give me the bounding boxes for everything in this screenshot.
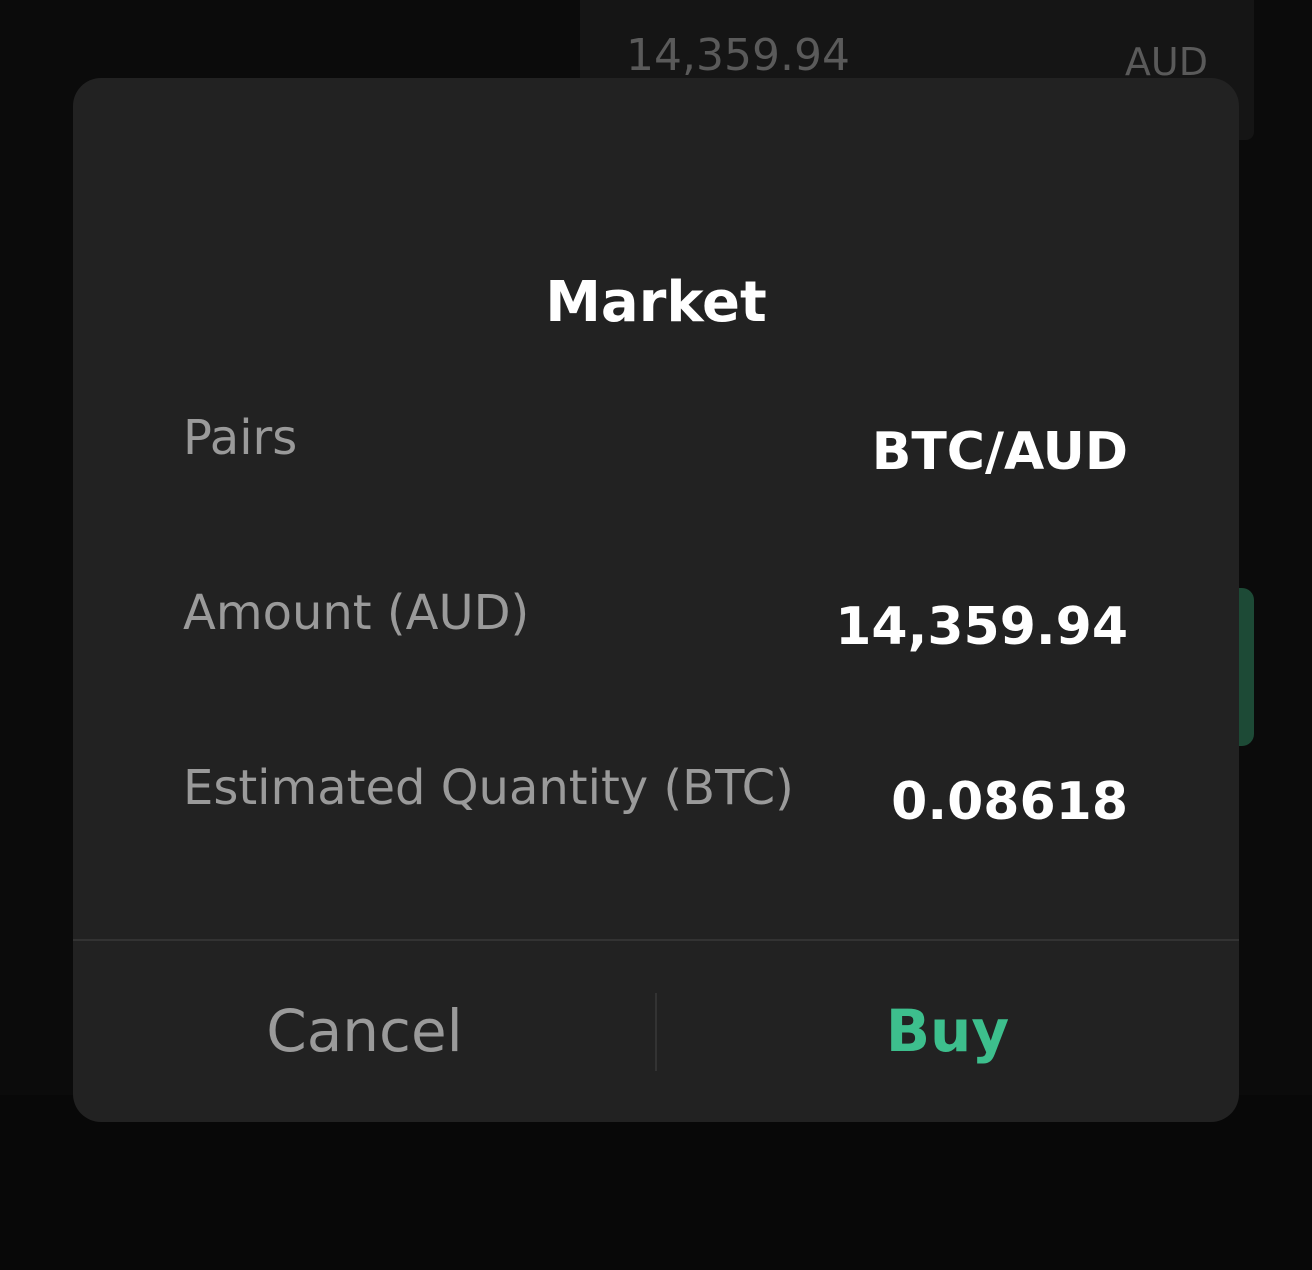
- row-label: Estimated Quantity (BTC): [183, 760, 794, 816]
- cancel-button[interactable]: Cancel: [266, 997, 463, 1065]
- row-value: BTC/AUD: [871, 422, 1128, 482]
- row-label: Pairs: [183, 410, 298, 466]
- divider: [655, 993, 657, 1071]
- row-label: Amount (AUD): [183, 585, 530, 641]
- background-amount-value: 14,359.94: [626, 30, 850, 81]
- background-footer: [0, 1095, 1312, 1270]
- row-value: 14,359.94: [835, 597, 1128, 657]
- background-amount-unit: AUD: [1124, 40, 1208, 84]
- buy-button[interactable]: Buy: [885, 997, 1010, 1065]
- dialog-title: Market: [545, 270, 767, 335]
- confirm-dialog: Market Pairs BTC/AUD Amount (AUD) 14,359…: [73, 78, 1239, 1122]
- row-value: 0.08618: [891, 772, 1128, 832]
- divider: [73, 939, 1239, 941]
